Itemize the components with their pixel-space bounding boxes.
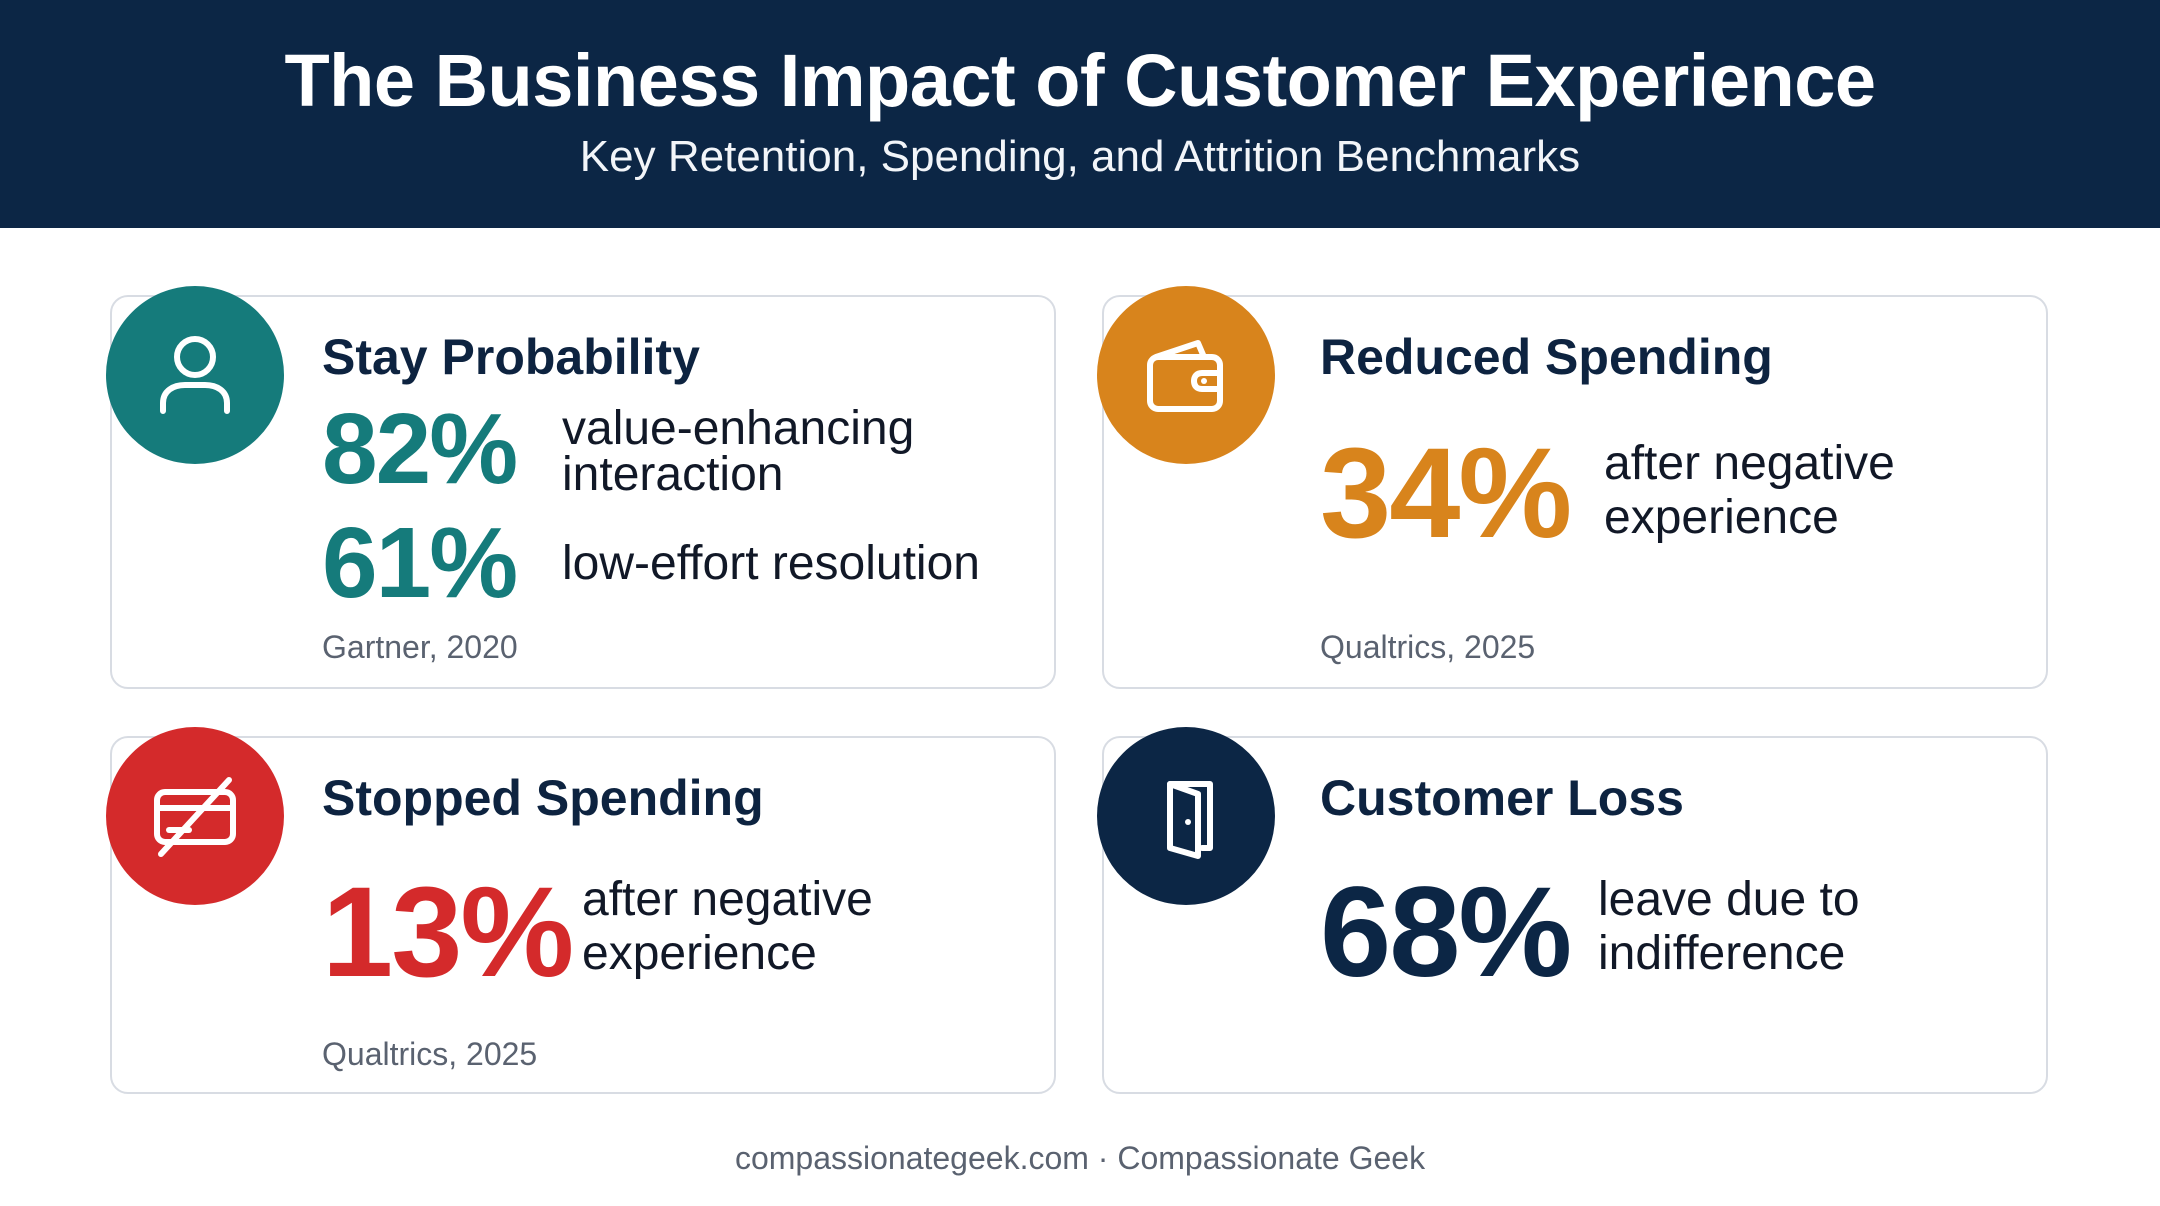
stat-desc: leave due to indifference <box>1598 873 1860 981</box>
stat-desc: after negative experience <box>582 873 873 981</box>
wallet-icon-badge <box>1097 286 1275 464</box>
door-icon <box>1167 781 1213 859</box>
card-slash-icon-badge <box>106 727 284 905</box>
card-title: Reduced Spending <box>1320 329 1773 385</box>
stat-value-82: 82% <box>322 393 518 505</box>
stat-desc-line: after negative <box>582 873 873 926</box>
card-title: Stopped Spending <box>322 770 764 826</box>
stat-desc-line: interaction <box>562 448 784 501</box>
person-icon-badge <box>106 286 284 464</box>
stat-desc: after negative experience <box>1604 437 1895 545</box>
stat-desc-line: after negative <box>1604 437 1895 490</box>
source-citation: Qualtrics, 2025 <box>322 1036 538 1072</box>
card-title: Customer Loss <box>1320 770 1684 826</box>
stat-desc-line: value-enhancing <box>562 402 915 455</box>
stay-probability-card: Stay Probability 82% value-enhancing int… <box>110 295 1056 689</box>
stat-desc-line: indifference <box>1598 927 1846 980</box>
source-citation: Gartner, 2020 <box>322 629 518 665</box>
stat-value-61: 61% <box>322 507 518 619</box>
stat-value: 68% <box>1320 861 1572 1004</box>
page-title: The Business Impact of Customer Experien… <box>284 39 1876 122</box>
footer-credit: compassionategeek.com · Compassionate Ge… <box>734 1140 1426 1176</box>
stat-value: 13% <box>322 861 574 1004</box>
door-icon-badge <box>1097 727 1275 905</box>
source-citation: Qualtrics, 2025 <box>1320 629 1536 665</box>
stat-desc-line: leave due to <box>1598 873 1860 926</box>
stat-desc: low-effort resolution <box>562 537 980 590</box>
stat-desc: value-enhancing interaction <box>562 402 914 502</box>
stat-value: 34% <box>1320 422 1572 565</box>
card-title: Stay Probability <box>322 329 700 385</box>
person-icon <box>160 336 230 414</box>
stat-desc-line: experience <box>582 927 817 980</box>
stat-desc-line: experience <box>1604 491 1839 544</box>
wallet-icon <box>1147 340 1223 412</box>
page-subtitle: Key Retention, Spending, and Attrition B… <box>579 132 1581 181</box>
header-banner: The Business Impact of Customer Experien… <box>0 0 2160 228</box>
card-slash-icon <box>154 777 236 857</box>
